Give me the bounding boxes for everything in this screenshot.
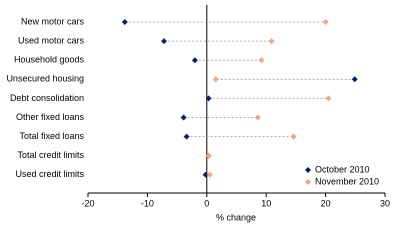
dot-marker — [191, 57, 198, 64]
legend-marker — [305, 179, 311, 185]
x-tick-label: -10 — [141, 198, 154, 208]
dot-marker — [180, 114, 187, 121]
legend-label: October 2010 — [315, 164, 370, 174]
dot-marker — [254, 114, 261, 121]
dot-marker — [205, 152, 212, 159]
y-tick-label: Debt consolidation — [10, 93, 84, 103]
x-tick-label: -20 — [81, 198, 94, 208]
y-tick-label: Used motor cars — [18, 35, 85, 45]
x-tick-label: 30 — [380, 198, 390, 208]
y-tick-label: Other fixed loans — [16, 112, 85, 122]
dot-marker — [268, 38, 275, 45]
y-tick-label: Total fixed loans — [19, 131, 84, 141]
y-tick-label: Used credit limits — [15, 169, 84, 179]
chart: % change -20 -10 0 10 20 30 New motor cars Used… — [6, 5, 390, 222]
y-tick-label: New motor cars — [21, 16, 85, 26]
dot-marker — [258, 57, 265, 64]
dot-marker — [183, 133, 190, 140]
y-tick-label: Unsecured housing — [6, 74, 84, 84]
x-tick-label: 10 — [261, 198, 271, 208]
legend-marker — [305, 167, 311, 173]
dot-marker — [206, 171, 213, 178]
dot-marker — [205, 95, 212, 102]
y-tick-label: Household goods — [14, 55, 85, 65]
dot-marker — [290, 133, 297, 140]
x-axis-label: % change — [216, 212, 256, 222]
dot-marker — [325, 95, 332, 102]
x-tick-label: 20 — [321, 198, 331, 208]
y-tick-label: Total credit limits — [17, 150, 84, 160]
dot-marker — [322, 19, 329, 25]
dot-marker — [351, 76, 358, 83]
x-tick-label: 0 — [204, 198, 209, 208]
dot-marker — [121, 19, 128, 25]
legend-label: November 2010 — [315, 176, 379, 186]
dot-marker — [161, 38, 168, 45]
dot-marker — [212, 76, 219, 83]
dot-marker — [202, 171, 209, 178]
